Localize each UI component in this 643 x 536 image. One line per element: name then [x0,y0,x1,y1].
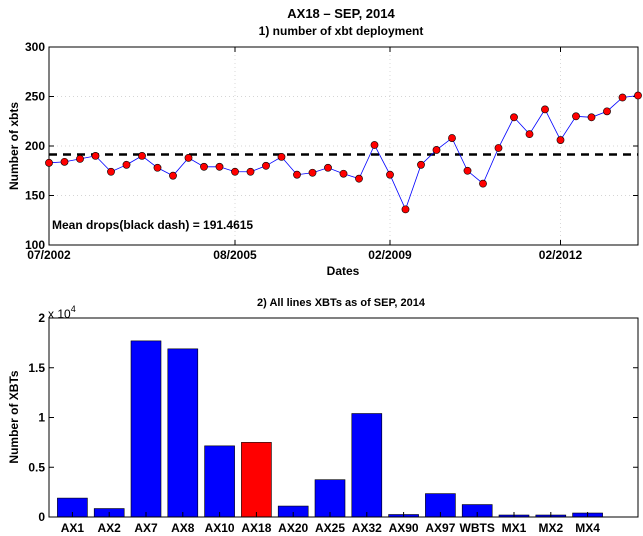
line-chart-panel: 1) number of xbt deployment 100 150 200 250… [7,24,642,278]
data-point [107,167,115,176]
series-markers [45,91,642,214]
x-tick-label: 08/2005 [213,248,257,262]
data-point [510,113,518,122]
data-point [246,167,255,176]
y-tick-label: 0 [38,510,45,524]
x-tick-label: MX1 [502,521,527,535]
data-point [370,141,379,149]
data-point [277,152,286,161]
data-point [339,169,348,178]
x-tick-label: WBTS [460,521,495,535]
data-point [417,160,425,169]
x-tick-label: AX8 [171,521,195,535]
data-point [122,160,131,169]
x-tick-label: AX2 [98,521,122,535]
data-point [494,144,503,152]
data-point [91,151,100,160]
data-point [587,113,596,122]
data-point [634,91,642,100]
data-point [448,134,456,142]
x-tick-label: AX7 [134,521,158,535]
y-tick-label: 100 [25,238,45,252]
data-point [355,174,363,183]
data-point [308,168,317,177]
y-tick-label: 1 [38,411,45,425]
figure-suptitle: AX18 – SEP, 2014 [287,6,395,21]
series-line [48,95,639,211]
data-point [184,153,193,162]
bar-ax7 [130,340,162,518]
data-point [215,162,224,171]
data-point [603,107,611,116]
bar-ax18 [241,442,272,518]
bar-ax25 [314,479,346,518]
x-tick-label: AX10 [205,521,235,535]
x-tick-label: AX32 [352,521,382,535]
data-point [463,166,472,175]
x-tick-label: 07/2002 [27,248,71,262]
data-point [618,93,627,102]
y-tick-label: 1.5 [28,361,45,375]
bar-ax8 [167,348,199,518]
line-chart-title: 1) number of xbt deployment [259,24,424,38]
x-tick-label: AX90 [389,521,419,535]
line-chart-x-label: Dates [327,264,360,278]
y-tick-label: 2 [38,311,45,325]
line-chart-y-label: Number of xbts [7,102,21,190]
data-point [541,105,549,114]
x-tick-label: AX1 [61,521,85,535]
y-tick-label: 200 [25,139,45,153]
data-point [572,112,580,121]
bar-ax10 [204,445,235,518]
bar-chart-title: 2) All lines XBTs as of SEP, 2014 [257,297,426,309]
bar-chart-y-ticks: 0 0.5 1 1.5 2 [28,311,638,524]
data-point [556,136,565,144]
line-chart-grid [48,47,638,245]
y-tick-label: 150 [25,189,45,203]
data-point [479,179,487,188]
data-point [432,146,441,154]
data-point [200,162,208,171]
y-tick-label: 0.5 [28,460,45,474]
x-tick-label: 02/2009 [368,248,412,262]
data-point [76,154,84,163]
data-point [45,158,53,167]
x-tick-label: AX25 [315,521,345,535]
data-point [60,157,69,166]
data-point [324,163,332,172]
data-point [525,130,534,139]
x-tick-label: MX2 [538,521,563,535]
data-point [231,167,239,176]
data-point [386,170,394,179]
bar-chart-x-ticks: AX1 AX2 AX7 AX8 AX10 AX18 AX20 AX25 AX32 AX90 AX97… [61,512,600,535]
line-chart-x-ticks: 07/2002 08/2005 02/2009 02/2012 [27,47,583,262]
data-point [401,205,410,214]
x-tick-label: 02/2012 [539,248,583,262]
x-tick-label: AX20 [278,521,308,535]
bar-ax32 [351,413,383,518]
bar-chart-y-label: Number of XBTs [7,370,21,463]
x-tick-label: AX97 [425,521,455,535]
x-tick-label: AX18 [241,521,271,535]
data-point [153,163,162,172]
bar-chart-panel: 2) All lines XBTs as of SEP, 2014 x 104 … [7,297,639,535]
mean-annotation: Mean drops(black dash) = 191.4615 [52,218,253,232]
y-tick-label: 300 [25,40,45,54]
y-tick-label: 250 [25,90,45,104]
data-point [293,170,301,179]
data-point [138,151,146,160]
data-point [262,161,270,170]
data-point [169,171,177,180]
x-tick-label: MX4 [575,521,600,535]
bars [57,340,603,518]
line-chart-y-ticks: 100 150 200 250 300 [25,40,638,252]
